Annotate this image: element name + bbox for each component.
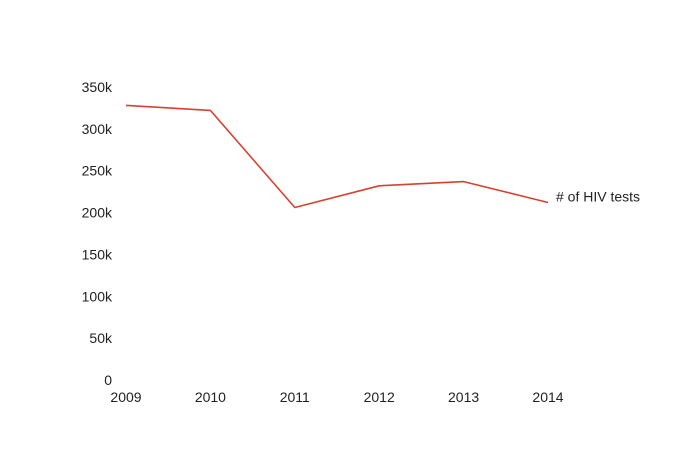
x-tick-label: 2012: [364, 389, 395, 405]
x-tick-label: 2010: [195, 389, 226, 405]
x-tick-label: 2011: [280, 389, 310, 405]
y-tick-label: 250k: [82, 163, 113, 179]
x-tick-label: 2014: [532, 389, 563, 405]
x-axis-tick-labels: 2009 2010 2011 2012 2013 2014: [110, 389, 563, 405]
series-label: # of HIV tests: [556, 189, 640, 205]
series-lines: [125, 104, 549, 209]
series-line: [125, 104, 549, 209]
y-tick-label: 350k: [82, 79, 113, 95]
x-tick-label: 2009: [110, 389, 141, 405]
series-labels: # of HIV tests: [556, 189, 640, 205]
y-tick-label: 300k: [82, 121, 113, 137]
y-tick-label: 0: [104, 372, 112, 388]
y-tick-label: 200k: [82, 205, 113, 221]
y-axis-tick-labels: 0 50k 100k 150k 200k 250k 300k 350k: [82, 79, 113, 388]
y-tick-label: 50k: [89, 330, 113, 346]
x-tick-label: 2013: [448, 389, 479, 405]
y-tick-label: 100k: [82, 288, 113, 304]
y-tick-label: 150k: [82, 246, 113, 262]
